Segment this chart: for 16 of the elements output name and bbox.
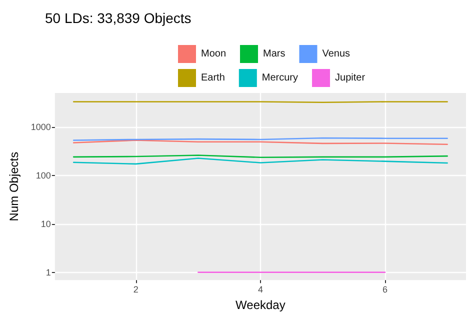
x-axis-title: Weekday <box>236 298 286 312</box>
y-tick-label: 10 <box>40 218 51 229</box>
legend-label: Moon <box>201 48 226 60</box>
x-tick-label: 4 <box>258 284 263 295</box>
legend-label: Mars <box>263 48 286 60</box>
y-axis-title: Num Objects <box>7 152 21 222</box>
legend-label: Jupiter <box>335 72 366 84</box>
legend-label: Venus <box>322 48 350 60</box>
x-tick-label: 6 <box>382 284 388 295</box>
chart-title: 50 LDs: 33,839 Objects <box>45 10 192 26</box>
legend-label: Earth <box>201 72 225 84</box>
y-tick-label: 100 <box>36 170 51 180</box>
y-tick-label: 1 <box>46 267 51 278</box>
x-tick-label: 2 <box>133 284 138 295</box>
y-tick-label: 1000 <box>30 122 51 132</box>
legend-label: Mercury <box>262 72 298 84</box>
